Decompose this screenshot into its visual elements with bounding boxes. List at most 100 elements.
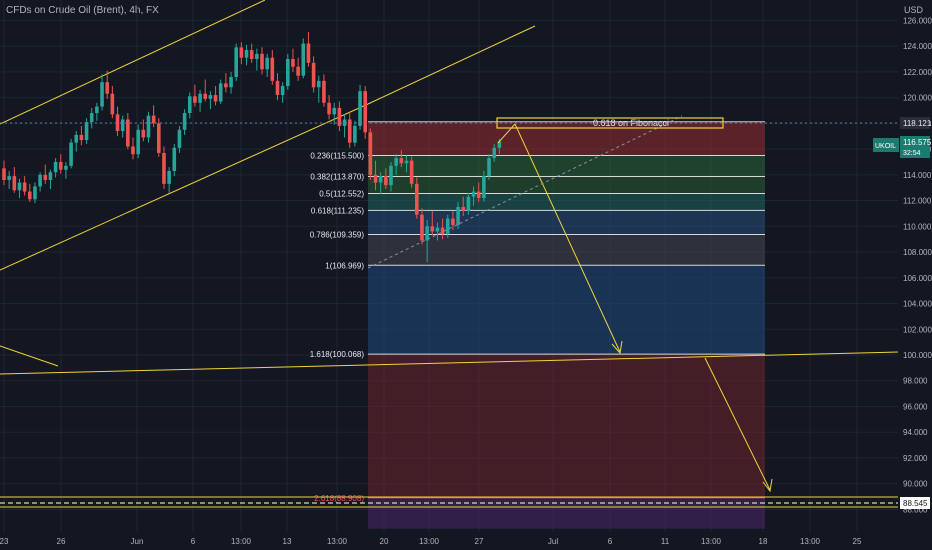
current-price-tag <box>900 136 930 158</box>
candle-body <box>347 119 352 143</box>
candle-body <box>445 218 450 235</box>
time-tick-label: 23 <box>0 537 9 546</box>
candle-body <box>311 62 316 88</box>
candle-body <box>198 93 202 103</box>
candle-body <box>22 182 27 192</box>
fib-zone <box>368 234 765 266</box>
fib-zone <box>368 193 765 211</box>
price-tick-label: 100.000 <box>903 351 932 360</box>
candle-body <box>193 96 197 103</box>
symbol-tag <box>873 138 899 152</box>
arrow-head-2 <box>762 478 773 493</box>
fib-level-label: 0.5(112.552) <box>319 189 364 198</box>
candle-body <box>415 183 419 215</box>
price-tick-label: 108.000 <box>903 248 932 257</box>
candle-body <box>239 47 244 58</box>
fib-level-label: 0.382(113.870) <box>310 172 364 181</box>
time-tick-label: Jun <box>131 537 144 546</box>
candle-body <box>363 91 367 133</box>
fibonacci-lines: 0.236(115.500) 0.382(113.870) 0.5(112.552)… <box>310 121 765 503</box>
candle-body <box>322 80 326 103</box>
time-tick-label: 13 <box>283 537 292 546</box>
candle-body <box>451 218 455 226</box>
candle-body <box>208 95 213 99</box>
symbol-title: CFDs on Crude Oil (Brent), 4h, FX <box>6 5 159 16</box>
fib-level-label: 0.236(115.500) <box>310 152 364 161</box>
price-axis: 126.000124.000122.000120.000118.000116.0… <box>903 16 932 514</box>
candle-body <box>146 115 151 138</box>
candle-body <box>2 168 6 180</box>
candle-body <box>141 129 146 138</box>
level-price-tag <box>900 117 930 129</box>
symbol-tag-text: UKOIL <box>875 143 896 150</box>
price-tick-label: 88.000 <box>903 505 928 514</box>
candle-body <box>420 214 424 241</box>
small-trend-line <box>0 345 59 367</box>
candle-body <box>7 176 11 180</box>
candle-body <box>167 170 171 184</box>
candle-body <box>255 53 259 59</box>
level-price-text: 118.121 <box>903 119 932 128</box>
candle-body <box>172 147 177 171</box>
candle-body <box>373 174 378 183</box>
candle-body <box>69 142 73 166</box>
candle-body <box>224 83 228 88</box>
candle-body <box>404 160 409 164</box>
projection-line-1 <box>497 123 516 144</box>
time-tick-label: 25 <box>853 537 862 546</box>
candle-body <box>291 58 295 67</box>
candle-body <box>187 96 192 114</box>
time-axis: 23 26 Jun 6 13:00 13 13:00 20 13:00 27 Jul 6 11 13:00… <box>0 537 862 546</box>
candle-body <box>120 119 125 132</box>
fib-zone <box>368 155 765 177</box>
candle-body <box>126 119 130 147</box>
time-tick-label: 6 <box>191 537 196 546</box>
candle-body <box>461 206 466 211</box>
fib-level-label: 1.618(100.068) <box>310 350 365 359</box>
price-tick-label: 96.000 <box>903 402 928 411</box>
candle-body <box>84 122 89 141</box>
candle-body <box>151 115 156 124</box>
candle-body <box>327 102 331 115</box>
channel-lower-line-left <box>0 103 369 271</box>
candle-body <box>378 176 383 183</box>
bottom-price-tag <box>900 497 930 509</box>
candle-body <box>358 91 362 126</box>
candle-body <box>38 174 42 187</box>
fib-level-label: 0.618(111.235) <box>311 206 364 215</box>
candle-body <box>110 93 115 115</box>
fib-zone <box>368 497 765 529</box>
candle-body <box>342 119 347 126</box>
time-tick-label: Jul <box>548 537 558 546</box>
time-tick-label: 11 <box>661 537 670 546</box>
candle-body <box>157 123 161 153</box>
price-tick-label: 114.000 <box>903 171 932 180</box>
candle-body <box>306 43 311 63</box>
candle-body <box>353 125 357 143</box>
candle-body <box>471 191 476 197</box>
fib-level-label: 1(106.969) <box>325 261 364 270</box>
price-tick-label: 92.000 <box>903 454 928 463</box>
candle-body <box>368 132 373 175</box>
price-tick-label: 106.000 <box>903 274 932 283</box>
time-tick-label: 20 <box>380 537 389 546</box>
candle-body <box>425 226 429 241</box>
candle-body <box>265 57 269 70</box>
candle-body <box>260 53 264 70</box>
candle-body <box>244 49 249 58</box>
candle-body <box>48 172 53 180</box>
channel-upper-line <box>0 0 266 125</box>
time-tick-label: 18 <box>759 537 768 546</box>
candle-body <box>482 176 486 198</box>
candle-body <box>53 161 58 173</box>
candle-body <box>213 95 218 102</box>
candle-body <box>301 43 306 76</box>
channel-lower-line-right <box>367 25 536 105</box>
candle-body <box>58 161 63 170</box>
candle-body <box>492 147 496 159</box>
bottom-levels <box>0 496 898 508</box>
candle-body <box>280 86 285 96</box>
dashed-trend-line <box>367 115 683 269</box>
fib-zone <box>368 121 765 156</box>
